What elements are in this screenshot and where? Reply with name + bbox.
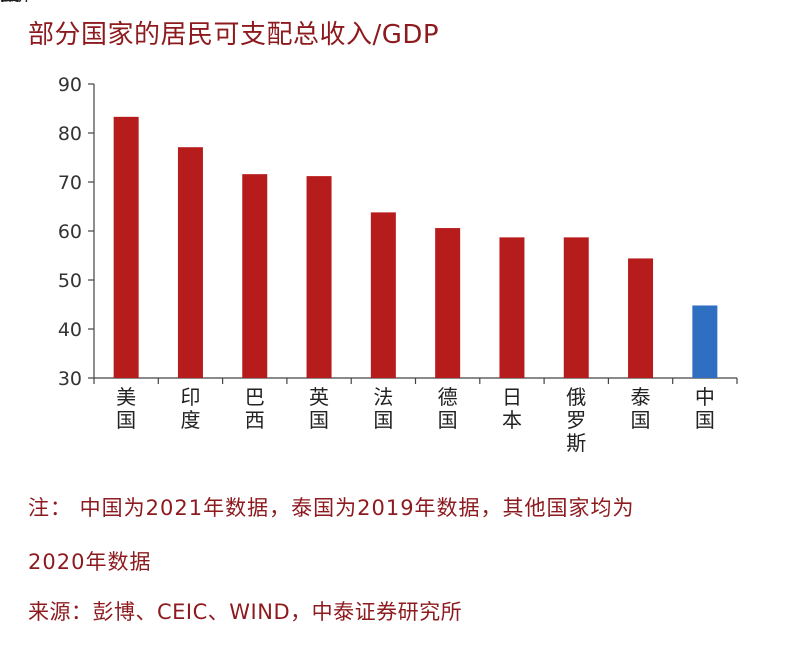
x-axis: [93, 377, 738, 384]
bar-10: [692, 305, 718, 378]
y-tick-label: 40: [58, 319, 82, 341]
x-tick-label: 印度印度: [0, 0, 200, 432]
bar-9: [628, 258, 654, 378]
x-tick-labels: 美国美国印度印度巴西巴西英国英国法国法国德国德国日本日本俄罗斯俄罗斯泰国泰国中国…: [0, 0, 715, 455]
bars: [113, 116, 718, 378]
footnote-line-2: 2020年数据: [28, 550, 152, 574]
y-tick-label: 60: [58, 221, 82, 243]
y-tick-label: 70: [58, 172, 82, 194]
footnote-line-1: 注： 中国为2021年数据，泰国为2019年数据，其他国家均为: [28, 496, 635, 520]
y-axis: 30 40 50 60 70 80 90: [58, 74, 95, 390]
x-tick-label: 英国英国: [0, 0, 329, 432]
source-note: 来源：彭博、CEIC、WIND，中泰证券研究所: [28, 600, 463, 624]
y-tick-label: 30: [58, 368, 82, 390]
bar-6: [435, 228, 461, 378]
x-tick-label: 俄罗斯俄罗斯: [0, 0, 586, 455]
bar-3: [242, 174, 268, 378]
y-tick-label: 90: [58, 74, 82, 96]
bar-chart: 30 40 50 60 70 80 90 美国美国印度印度巴西巴西英国英国法国法国德国德国日…: [0, 0, 738, 455]
bar-5: [370, 212, 396, 378]
bar-7: [499, 237, 525, 378]
bar-1: [113, 116, 139, 378]
x-tick-label: 中国中国: [0, 0, 715, 432]
chart-title: 部分国家的居民可支配总收入/GDP: [28, 20, 440, 50]
bar-8: [563, 237, 589, 378]
bar-2: [177, 147, 203, 378]
bar-4: [306, 176, 332, 378]
y-tick-label: 50: [58, 270, 82, 292]
y-tick-label: 80: [58, 123, 82, 145]
